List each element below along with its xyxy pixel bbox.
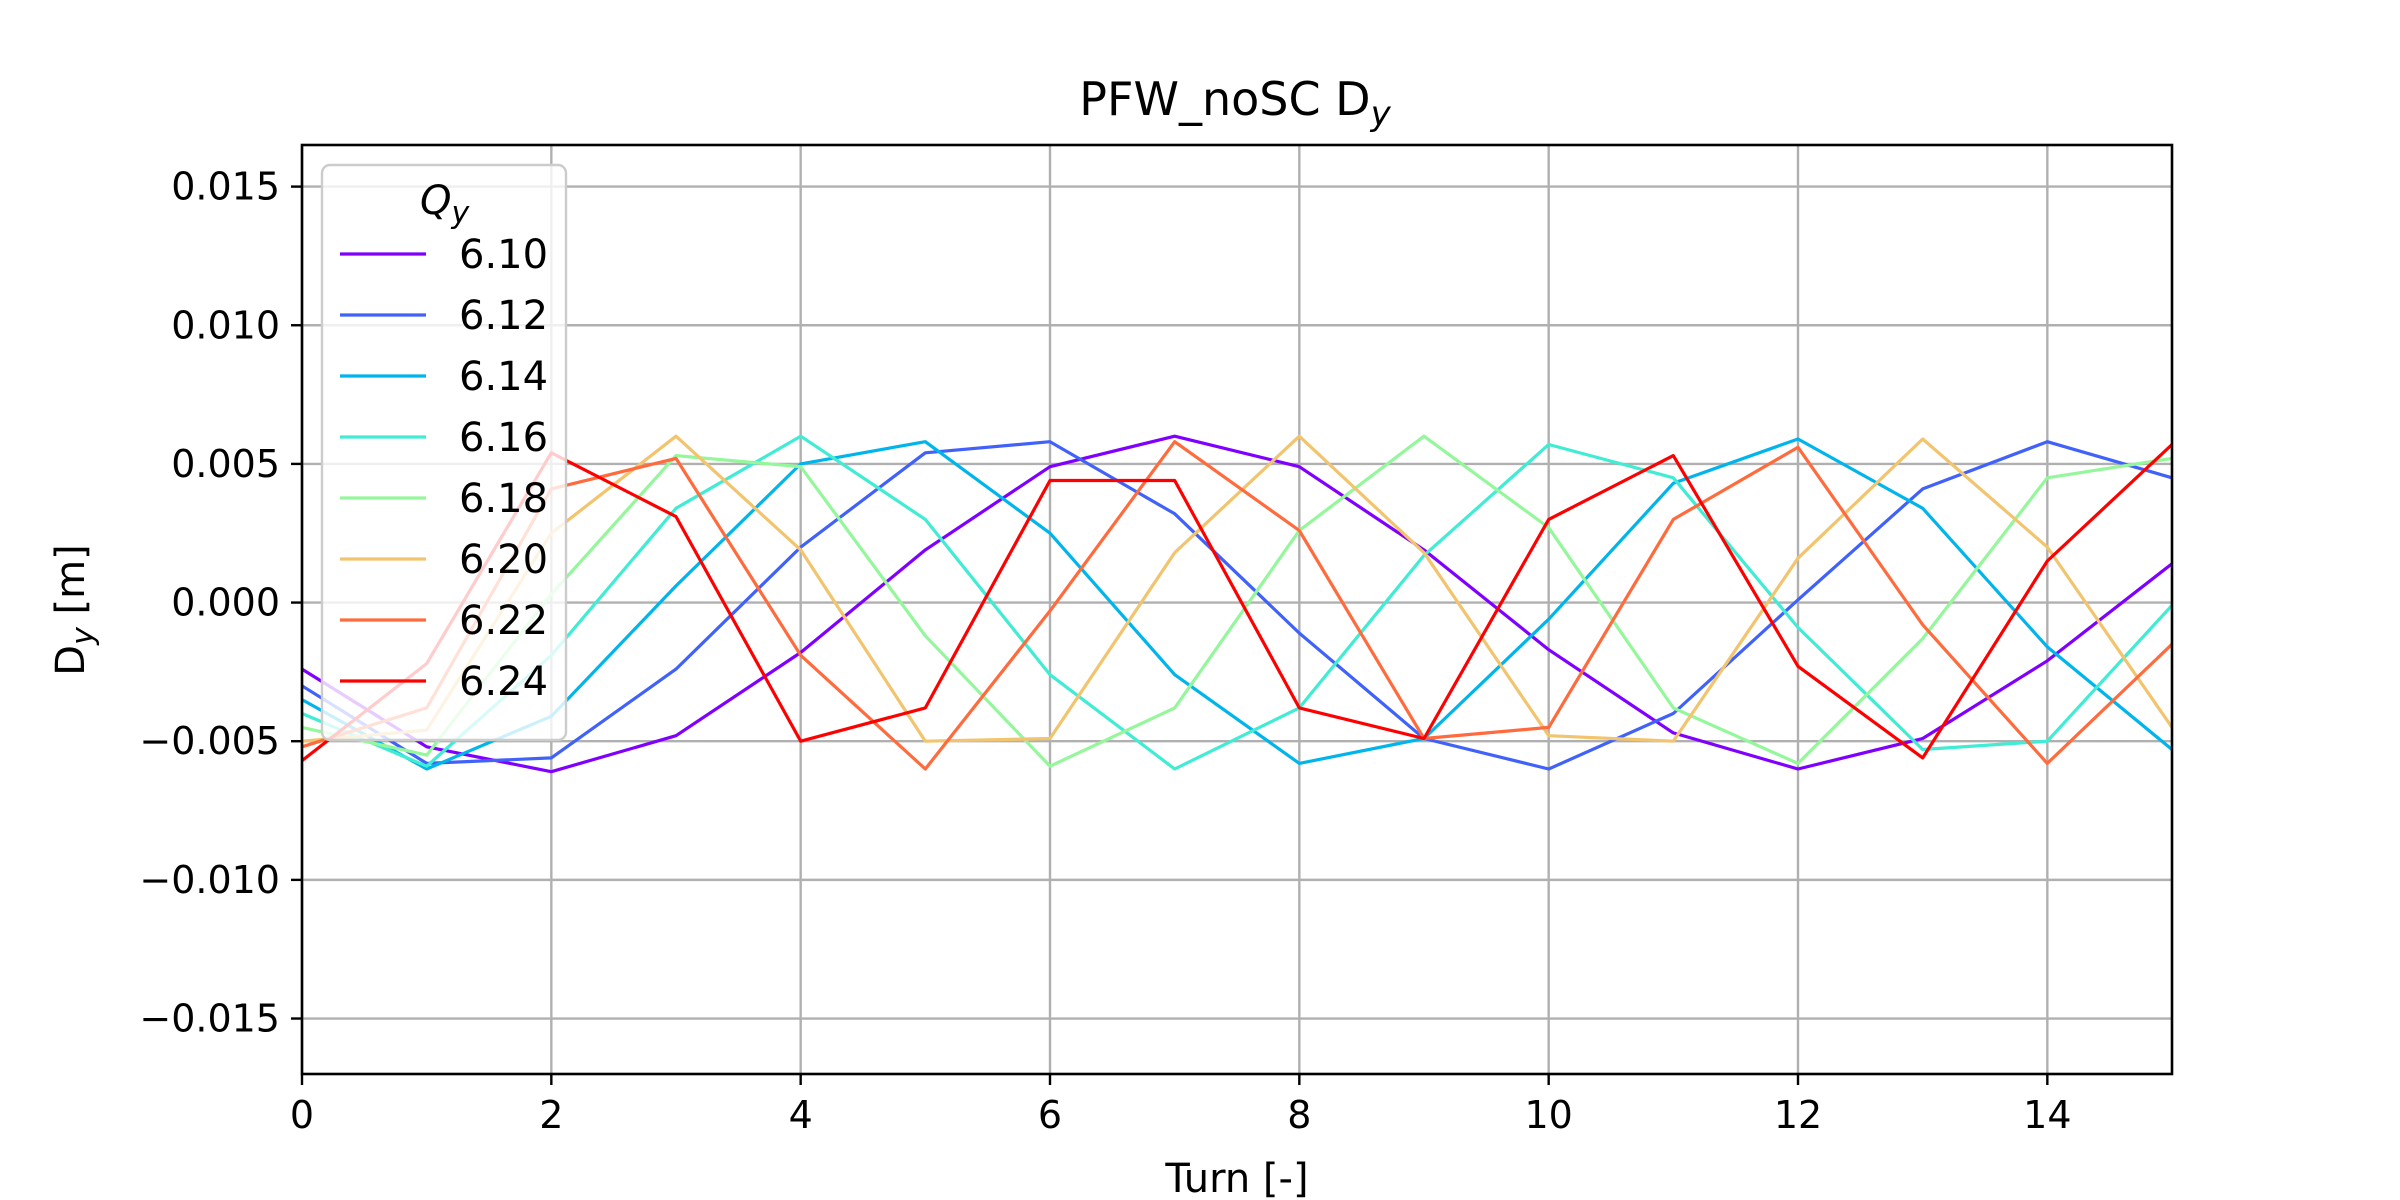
- x-tick-label: 2: [539, 1093, 563, 1137]
- x-tick-label: 10: [1524, 1093, 1572, 1137]
- x-tick-label: 0: [290, 1093, 314, 1137]
- series-line-6-10: [301, 434, 2173, 774]
- legend-label: 6.18: [459, 476, 548, 522]
- y-axis-label-subscript: y: [66, 626, 101, 646]
- plot-frame: [300, 143, 2174, 1076]
- series-line-6-24: [301, 443, 2174, 762]
- legend-label: 6.20: [459, 537, 548, 583]
- y-axis-label: Dy [m]: [48, 544, 101, 675]
- x-tick-label: 8: [1287, 1093, 1311, 1137]
- y-tick-label: −0.005: [139, 719, 280, 763]
- y-tick-label: 0.005: [171, 442, 280, 486]
- y-tick-label: 0.000: [171, 581, 280, 625]
- x-tick-label: 14: [2023, 1093, 2071, 1137]
- y-axis-label-unit: [m]: [48, 544, 94, 627]
- x-tick-label: 6: [1038, 1093, 1062, 1137]
- x-tick-label: 4: [789, 1093, 813, 1137]
- legend-title-subscript: y: [450, 196, 470, 231]
- legend-title-main: Q: [420, 178, 451, 224]
- legend-title: Qy: [420, 178, 470, 231]
- legend-label: 6.10: [459, 232, 548, 278]
- chart-title-main: PFW_noSC D: [1079, 72, 1370, 126]
- grid-layer: [300, 145, 2172, 1074]
- legend-items: 6.10 6.12 6.14 6.16 6.18 6.20 6.22 6.24: [340, 232, 548, 705]
- y-axis-label-main: D: [48, 645, 94, 676]
- chart-title: PFW_noSC Dy: [1079, 72, 1391, 134]
- series-line-6-14: [301, 437, 2174, 771]
- legend: Qy 6.10 6.12 6.14 6.16 6.18 6.20 6.22 6.24: [320, 163, 568, 742]
- y-tick-label: −0.015: [139, 997, 280, 1041]
- legend-label: 6.22: [459, 598, 548, 644]
- legend-label: 6.24: [459, 659, 548, 705]
- x-axis-label: Turn [-]: [1164, 1156, 1308, 1200]
- y-tick-label: −0.010: [139, 858, 280, 902]
- series-line-6-16: [301, 434, 2174, 771]
- legend-label: 6.14: [459, 354, 548, 400]
- series-layer: [301, 434, 2174, 774]
- tick-layer: 0 2 4 6 8 10 12 14 −0.015 −0.010 −0.005 0.000 0.005 0…: [139, 165, 2071, 1137]
- series-line-6-12: [301, 440, 2173, 771]
- series-line-6-18: [301, 434, 2173, 768]
- legend-box: [320, 163, 568, 742]
- legend-label: 6.12: [459, 293, 548, 339]
- legend-label: 6.16: [459, 415, 548, 461]
- x-tick-label: 12: [1774, 1093, 1822, 1137]
- y-tick-label: 0.010: [171, 303, 280, 347]
- series-line-6-22: [301, 440, 2174, 771]
- y-tick-label: 0.015: [171, 165, 280, 209]
- chart-title-subscript: y: [1370, 94, 1392, 134]
